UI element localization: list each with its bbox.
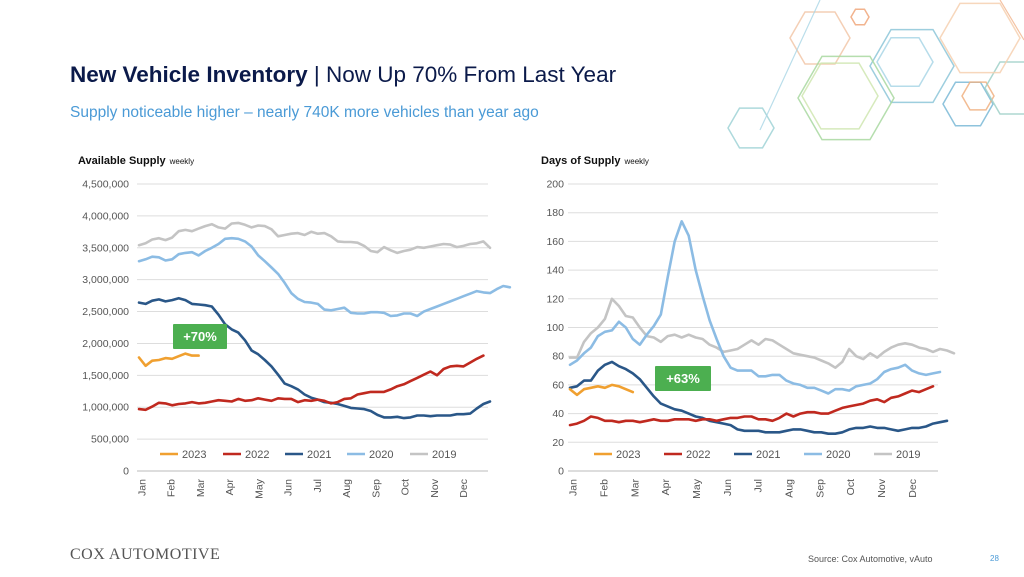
x-tick-label: Dec xyxy=(458,479,470,498)
y-tick-label: 200 xyxy=(546,179,564,191)
series-line-2019 xyxy=(568,297,956,370)
x-tick-label: Apr xyxy=(660,479,672,496)
x-tick-label: Jun xyxy=(722,479,734,496)
yoy-badge-days: +63% xyxy=(655,366,711,391)
title-bold: New Vehicle Inventory xyxy=(70,62,308,87)
x-tick-label: Sep xyxy=(814,479,826,498)
x-tick-label: Feb xyxy=(598,479,610,497)
page-subtitle: Supply noticeable higher – nearly 740K m… xyxy=(70,104,539,121)
hexagon-shape xyxy=(797,55,895,141)
hexagon-shape xyxy=(939,2,1021,74)
series-line-2022 xyxy=(568,384,935,427)
series-line-2020 xyxy=(568,220,942,395)
y-tick-label: 3,000,000 xyxy=(82,274,129,286)
legend-label-2019: 2019 xyxy=(896,449,920,461)
legend-label-2023: 2023 xyxy=(182,449,206,461)
chart-title-text: Days of Supply xyxy=(541,155,621,167)
legend-label-2022: 2022 xyxy=(686,449,710,461)
source-note: Source: Cox Automotive, vAuto xyxy=(808,554,933,564)
title-rest: | Now Up 70% From Last Year xyxy=(307,62,617,87)
y-tick-label: 1,000,000 xyxy=(82,402,129,414)
hexagon-shape xyxy=(850,8,870,26)
decor-line xyxy=(999,0,1024,41)
x-tick-label: Mar xyxy=(195,479,207,498)
legend-label-2023: 2023 xyxy=(616,449,640,461)
x-tick-label: Dec xyxy=(907,479,919,498)
x-tick-label: Sep xyxy=(370,479,382,498)
y-tick-label: 0 xyxy=(558,466,564,478)
hexagon-shape xyxy=(789,11,851,65)
hexagon-shape xyxy=(727,107,775,149)
y-tick-label: 140 xyxy=(546,265,564,277)
y-tick-label: 120 xyxy=(546,293,564,305)
series-line-2023 xyxy=(137,352,200,368)
y-tick-label: 0 xyxy=(123,466,129,478)
x-tick-label: Jul xyxy=(312,479,324,492)
x-tick-label: Aug xyxy=(783,479,795,498)
y-tick-label: 180 xyxy=(546,207,564,219)
y-tick-label: 1,500,000 xyxy=(82,370,129,382)
y-tick-label: 2,500,000 xyxy=(82,306,129,318)
yoy-badge-supply: +70% xyxy=(173,324,227,349)
hexagon-shape xyxy=(801,62,879,130)
page-number: 28 xyxy=(990,554,999,563)
x-tick-label: May xyxy=(691,478,703,499)
chart-title-text: Available Supply xyxy=(78,155,166,167)
series-line-2020 xyxy=(137,236,512,318)
series-line-2019 xyxy=(137,221,492,255)
cox-automotive-logo: COX AUTOMOTIVE xyxy=(70,546,221,563)
legend-label-2021: 2021 xyxy=(756,449,780,461)
series-line-2021 xyxy=(568,360,949,436)
legend-label-2019: 2019 xyxy=(432,449,456,461)
chart-title-days-of-supply: Days of Supply weekly xyxy=(541,155,649,167)
legend-label-2021: 2021 xyxy=(307,449,331,461)
y-tick-label: 500,000 xyxy=(91,434,129,446)
x-tick-label: Mar xyxy=(629,479,641,498)
x-tick-label: Apr xyxy=(224,479,236,496)
x-tick-label: Jul xyxy=(753,479,765,492)
y-tick-label: 4,000,000 xyxy=(82,210,129,222)
decor-line xyxy=(759,0,821,131)
series-line-2023 xyxy=(568,383,635,397)
hexagon-shape xyxy=(961,81,995,111)
x-tick-label: Nov xyxy=(876,478,888,497)
series-line-2022 xyxy=(137,354,485,412)
y-tick-label: 40 xyxy=(552,408,564,420)
y-tick-label: 60 xyxy=(552,379,564,391)
x-tick-label: Jun xyxy=(283,479,295,496)
hexagon-shape xyxy=(984,61,1024,115)
legend-label-2020: 2020 xyxy=(826,449,850,461)
y-tick-label: 20 xyxy=(552,437,564,449)
chart-title-available-supply: Available Supply weekly xyxy=(78,155,194,167)
x-tick-label: Oct xyxy=(845,479,857,495)
chart-subtitle: weekly xyxy=(624,157,649,166)
y-tick-label: 160 xyxy=(546,236,564,248)
x-tick-label: Feb xyxy=(166,479,178,497)
chart-subtitle: weekly xyxy=(169,157,195,166)
legend-label-2022: 2022 xyxy=(245,449,269,461)
x-tick-label: Aug xyxy=(341,479,353,498)
x-tick-label: Oct xyxy=(400,479,412,495)
hexagon-shape xyxy=(869,28,955,104)
x-tick-label: May xyxy=(253,478,265,499)
y-tick-label: 4,500,000 xyxy=(82,179,129,191)
y-tick-label: 80 xyxy=(552,351,564,363)
hexagon-shape xyxy=(876,37,934,87)
series-line-2021 xyxy=(137,296,492,420)
y-tick-label: 100 xyxy=(546,322,564,334)
legend-label-2020: 2020 xyxy=(369,449,393,461)
x-tick-label: Nov xyxy=(429,478,441,497)
y-tick-label: 3,500,000 xyxy=(82,242,129,254)
x-tick-label: Jan xyxy=(136,479,148,496)
page-title: New Vehicle Inventory | Now Up 70% From … xyxy=(70,62,616,88)
x-tick-label: Jan xyxy=(568,479,580,496)
y-tick-label: 2,000,000 xyxy=(82,338,129,350)
